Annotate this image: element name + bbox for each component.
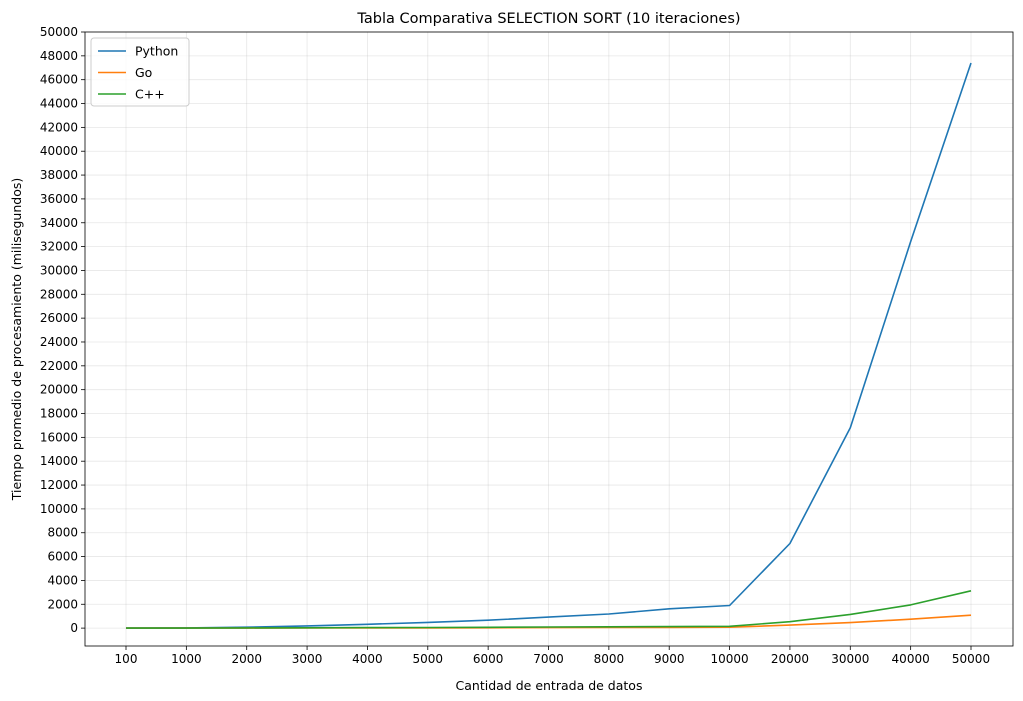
series-lines <box>125 62 972 629</box>
x-tick-label: 40000 <box>892 652 930 666</box>
y-tick-label: 28000 <box>40 287 78 301</box>
legend-label: C++ <box>135 87 165 102</box>
legend-label: Go <box>135 65 152 80</box>
x-tick-label: 10000 <box>710 652 748 666</box>
series-line-python <box>125 62 972 629</box>
x-axis-label: Cantidad de entrada de datos <box>456 678 643 693</box>
y-tick-label: 34000 <box>40 216 78 230</box>
y-axis-label: Tiempo promedio de procesamiento (milise… <box>9 178 24 501</box>
legend-label: Python <box>135 44 178 59</box>
y-tick-label: 14000 <box>40 454 78 468</box>
x-axis-ticks: 100 1000 2000 3000 4000 5000 6000 7000 8000 9000 1… <box>115 646 990 666</box>
y-tick-label: 8000 <box>47 526 78 540</box>
y-tick-label: 30000 <box>40 263 78 277</box>
x-tick-label: 3000 <box>292 652 323 666</box>
y-tick-label: 42000 <box>40 120 78 134</box>
legend: Python Go C++ <box>90 37 190 107</box>
x-tick-label: 4000 <box>352 652 383 666</box>
plot-frame <box>84 31 1014 647</box>
y-tick-label: 18000 <box>40 407 78 421</box>
y-tick-label: 16000 <box>40 430 78 444</box>
x-tick-label: 50000 <box>952 652 990 666</box>
x-tick-label: 100 <box>115 652 138 666</box>
chart-title: Tabla Comparativa SELECTION SORT (10 ite… <box>356 11 740 27</box>
y-tick-label: 22000 <box>40 359 78 373</box>
x-tick-label: 30000 <box>831 652 869 666</box>
x-tick-label: 9000 <box>654 652 685 666</box>
legend-box <box>90 37 190 107</box>
series-line-c- <box>126 590 972 629</box>
x-tick-label: 6000 <box>473 652 504 666</box>
x-tick-label: 5000 <box>413 652 444 666</box>
y-tick-label: 48000 <box>40 49 78 63</box>
y-tick-label: 24000 <box>40 335 78 349</box>
grid <box>85 31 1013 646</box>
y-tick-label: 2000 <box>47 597 78 611</box>
y-tick-label: 10000 <box>40 502 78 516</box>
x-tick-label: 20000 <box>771 652 809 666</box>
y-tick-label: 4000 <box>47 573 78 587</box>
y-tick-label: 6000 <box>47 550 78 564</box>
plot-area <box>85 32 1013 646</box>
y-tick-label: 50000 <box>40 25 78 39</box>
y-tick-label: 40000 <box>40 144 78 158</box>
y-tick-label: 36000 <box>40 192 78 206</box>
x-tick-label: 7000 <box>533 652 564 666</box>
x-tick-label: 2000 <box>231 652 262 666</box>
y-tick-label: 12000 <box>40 478 78 492</box>
y-tick-label: 44000 <box>40 97 78 111</box>
x-tick-label: 1000 <box>171 652 202 666</box>
y-axis-ticks: 0 2000 4000 6000 8000 10000 12000 14000 16000 180… <box>40 25 85 635</box>
y-tick-label: 38000 <box>40 168 78 182</box>
x-tick-label: 8000 <box>594 652 625 666</box>
y-tick-label: 32000 <box>40 240 78 254</box>
y-tick-label: 0 <box>70 621 78 635</box>
y-tick-label: 20000 <box>40 383 78 397</box>
y-tick-label: 26000 <box>40 311 78 325</box>
y-tick-label: 46000 <box>40 73 78 87</box>
